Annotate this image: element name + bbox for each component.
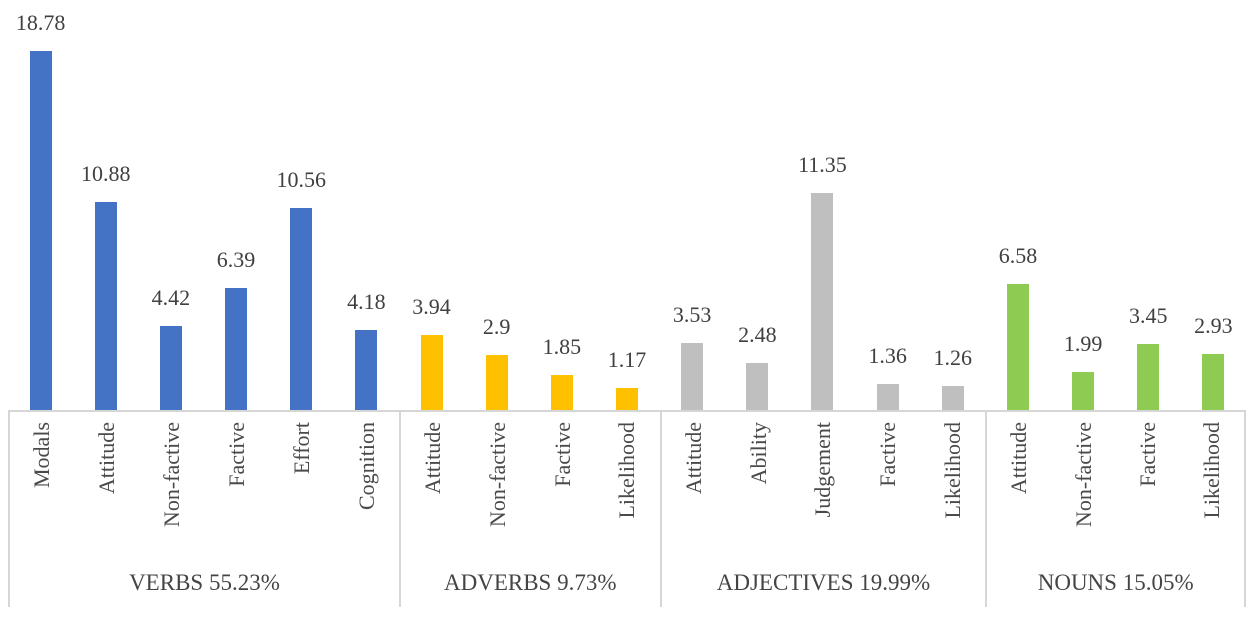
- category-label: Non-factive: [159, 422, 185, 528]
- category-cell: Likelihood: [1180, 410, 1244, 558]
- category-cell: Ability: [726, 410, 791, 558]
- group-label: VERBS 55.23%: [129, 569, 280, 595]
- category-label: Factive: [223, 422, 249, 487]
- bar: [746, 363, 769, 410]
- bar: [159, 326, 182, 410]
- bar: [290, 208, 313, 410]
- value-label: 10.56: [276, 167, 326, 192]
- category-cell: Effort: [269, 410, 334, 558]
- group-label: ADVERBS 9.73%: [443, 569, 617, 595]
- category-label: Effort: [288, 422, 314, 475]
- category-cell: Attitude: [401, 410, 466, 558]
- bar: [355, 330, 378, 410]
- category-cell: Non-factive: [466, 410, 531, 558]
- bar: [420, 335, 443, 410]
- bar: [876, 384, 899, 410]
- value-label: 6.58: [998, 243, 1038, 268]
- category-cell: Factive: [856, 410, 921, 558]
- bar: [616, 388, 638, 410]
- value-label: 3.53: [672, 302, 712, 327]
- category-cell: Attitude: [662, 410, 727, 558]
- value-label: 2.9: [482, 314, 511, 339]
- axis-group-box: Attitude Ability Judgement Factive Likelihoo…: [659, 410, 986, 607]
- value-label: 4.42: [151, 285, 191, 310]
- category-label: Non-factive: [484, 422, 510, 528]
- category-label: Cognition: [353, 422, 379, 511]
- bar: [941, 386, 964, 410]
- value-label: 3.94: [412, 294, 451, 319]
- value-label: 2.93: [1194, 313, 1233, 338]
- category-label: Likelihood: [614, 422, 640, 519]
- category-cell: Non-factive: [1052, 410, 1116, 558]
- category-label: Modals: [29, 422, 55, 488]
- category-label: Factive: [1134, 422, 1160, 487]
- category-label-row: Attitude Non-factive Factive Likelihood: [401, 410, 660, 558]
- axis-group-box: Attitude Non-factive Factive Likelihood ADVE…: [398, 410, 660, 607]
- axis-group-box: Modals Attitude Non-factive Factive Effort Co…: [8, 410, 399, 607]
- category-label: Likelihood: [1198, 422, 1224, 519]
- value-label: 6.39: [216, 247, 256, 272]
- category-label: Ability: [745, 422, 771, 485]
- category-cell: Cognition: [334, 410, 399, 558]
- category-cell: Judgement: [791, 410, 856, 558]
- category-label: Judgement: [810, 422, 836, 518]
- group-label: NOUNS 15.05%: [1037, 569, 1194, 595]
- category-cell: Factive: [1116, 410, 1180, 558]
- bar: [94, 202, 117, 410]
- category-cell: Factive: [204, 410, 269, 558]
- category-cell: Attitude: [987, 410, 1051, 558]
- value-label: 1.85: [542, 334, 582, 359]
- bar: [550, 375, 573, 410]
- value-label: 11.35: [798, 152, 847, 177]
- value-label: 1.99: [1063, 331, 1103, 356]
- bar: [1202, 354, 1225, 410]
- category-label: Attitude: [420, 422, 446, 495]
- bar: [485, 355, 508, 410]
- category-cell: Likelihood: [921, 410, 986, 558]
- bar: [29, 51, 52, 410]
- category-cell: Non-factive: [140, 410, 205, 558]
- category-cell: Likelihood: [595, 410, 660, 558]
- category-cell: Factive: [530, 410, 595, 558]
- bar: [1072, 372, 1095, 410]
- category-axis-line: [8, 410, 1246, 412]
- category-label-row: Attitude Ability Judgement Factive Likelihoo…: [662, 410, 986, 558]
- category-label: Attitude: [94, 422, 120, 495]
- axis-group-box: Attitude Non-factive Factive Likelihood NOUN…: [985, 410, 1246, 607]
- bar: [1006, 284, 1029, 410]
- value-label: 10.88: [80, 161, 131, 186]
- value-label: 1.26: [933, 345, 973, 370]
- category-label: Factive: [875, 422, 901, 487]
- value-label: 2.48: [738, 322, 777, 347]
- category-label-row: Modals Attitude Non-factive Factive Effort Co…: [10, 410, 399, 558]
- value-label: 3.45: [1129, 303, 1168, 328]
- bar: [225, 288, 248, 410]
- bar: [681, 343, 704, 410]
- category-label: Attitude: [680, 422, 706, 495]
- category-label-row: Attitude Non-factive Factive Likelihood: [987, 410, 1244, 558]
- group-label: ADJECTIVES 19.99%: [716, 569, 931, 595]
- category-cell: Attitude: [75, 410, 140, 558]
- category-label: Non-factive: [1070, 422, 1096, 528]
- bar: [1137, 344, 1160, 410]
- category-label: Factive: [549, 422, 575, 487]
- category-cell: Modals: [10, 410, 75, 558]
- value-label: 1.36: [868, 343, 907, 368]
- value-label: 1.17: [607, 347, 647, 372]
- bar: [811, 193, 834, 410]
- value-label: 4.18: [347, 289, 386, 314]
- category-label: Attitude: [1006, 422, 1032, 495]
- value-label: 18.78: [15, 10, 66, 35]
- category-label: Likelihood: [939, 422, 965, 519]
